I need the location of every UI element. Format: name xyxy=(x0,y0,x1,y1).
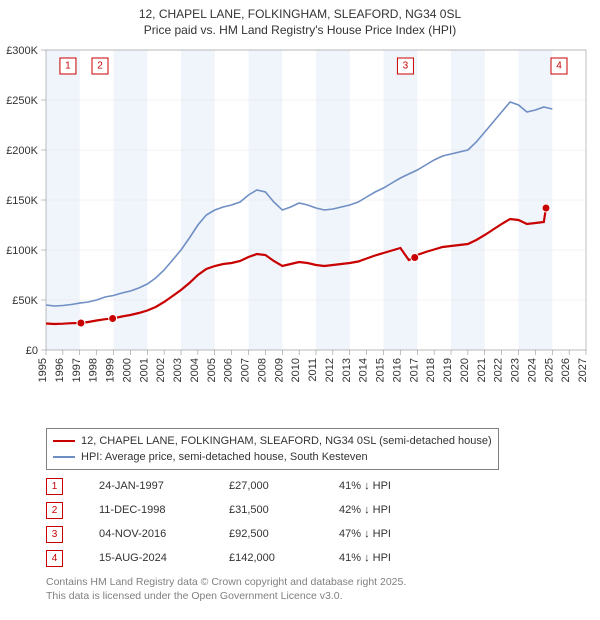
svg-text:2002: 2002 xyxy=(155,358,167,382)
svg-text:2024: 2024 xyxy=(526,358,538,382)
sale-marker-label-1: 1 xyxy=(65,61,71,72)
svg-text:2009: 2009 xyxy=(273,358,285,382)
sale-marker-ref: 2 xyxy=(46,502,63,519)
footnote-line1: Contains HM Land Registry data © Crown c… xyxy=(46,576,406,588)
sales-table-row: 4 15-AUG-2024£142,00041% ↓ HPI xyxy=(46,546,439,570)
sale-price: £27,000 xyxy=(229,480,339,492)
svg-text:1997: 1997 xyxy=(71,358,83,382)
title-line1: 12, CHAPEL LANE, FOLKINGHAM, SLEAFORD, N… xyxy=(139,7,461,21)
sales-table-row: 2 11-DEC-1998£31,50042% ↓ HPI xyxy=(46,498,439,522)
svg-text:£100K: £100K xyxy=(6,245,38,257)
title-line2: Price paid vs. HM Land Registry's House … xyxy=(144,23,456,37)
svg-text:£0: £0 xyxy=(26,345,38,357)
svg-text:2000: 2000 xyxy=(121,358,133,382)
y-axis: £0 £50K £100K £150K £200K £250K £300K xyxy=(6,45,46,357)
legend-swatch-hpi xyxy=(53,456,75,458)
svg-text:2020: 2020 xyxy=(459,358,471,382)
svg-text:2008: 2008 xyxy=(256,358,268,382)
sale-marker-ref: 3 xyxy=(46,526,63,543)
sale-point-4 xyxy=(542,204,550,212)
svg-text:£200K: £200K xyxy=(6,145,38,157)
price-chart: £0£50K£100K£150K£200K£250K£300K199519961… xyxy=(0,42,600,422)
svg-text:1996: 1996 xyxy=(54,358,66,382)
svg-text:£300K: £300K xyxy=(6,45,38,57)
svg-text:£250K: £250K xyxy=(6,95,38,107)
footnote-line2: This data is licensed under the Open Gov… xyxy=(46,590,343,602)
sale-hpi-diff: 47% ↓ HPI xyxy=(339,528,439,540)
svg-text:1999: 1999 xyxy=(105,358,117,382)
svg-text:2006: 2006 xyxy=(223,358,235,382)
sale-point-3 xyxy=(411,254,419,262)
sale-point-2 xyxy=(109,315,117,323)
svg-text:2015: 2015 xyxy=(375,358,387,382)
sale-price: £92,500 xyxy=(229,528,339,540)
svg-text:2007: 2007 xyxy=(240,358,252,382)
svg-text:2021: 2021 xyxy=(476,358,488,382)
svg-text:2025: 2025 xyxy=(543,358,555,382)
sale-marker-label-4: 4 xyxy=(556,61,562,72)
svg-text:£150K: £150K xyxy=(6,195,38,207)
sale-marker-ref: 4 xyxy=(46,550,63,567)
sale-price: £142,000 xyxy=(229,552,339,564)
svg-text:2016: 2016 xyxy=(391,358,403,382)
sale-marker-ref: 1 xyxy=(46,478,63,495)
legend-item-property: 12, CHAPEL LANE, FOLKINGHAM, SLEAFORD, N… xyxy=(53,433,492,449)
svg-text:2022: 2022 xyxy=(493,358,505,382)
svg-text:2013: 2013 xyxy=(341,358,353,382)
svg-text:1998: 1998 xyxy=(88,358,100,382)
sale-hpi-diff: 42% ↓ HPI xyxy=(339,504,439,516)
sale-marker-label-2: 2 xyxy=(97,61,103,72)
svg-text:2027: 2027 xyxy=(577,358,589,382)
svg-text:2017: 2017 xyxy=(408,358,420,382)
legend-swatch-property xyxy=(53,440,75,442)
sale-hpi-diff: 41% ↓ HPI xyxy=(339,480,439,492)
svg-text:1995: 1995 xyxy=(37,358,49,382)
sale-date: 24-JAN-1997 xyxy=(99,480,229,492)
sale-date: 04-NOV-2016 xyxy=(99,528,229,540)
legend-label-hpi: HPI: Average price, semi-detached house,… xyxy=(81,451,368,463)
svg-text:2012: 2012 xyxy=(324,358,336,382)
svg-text:2018: 2018 xyxy=(425,358,437,382)
sales-table-row: 3 04-NOV-2016£92,50047% ↓ HPI xyxy=(46,522,439,546)
chart-title: 12, CHAPEL LANE, FOLKINGHAM, SLEAFORD, N… xyxy=(0,0,600,38)
sale-marker-label-3: 3 xyxy=(403,61,409,72)
svg-text:2003: 2003 xyxy=(172,358,184,382)
sales-table: 124-JAN-1997£27,00041% ↓ HPI211-DEC-1998… xyxy=(46,474,439,570)
legend-item-hpi: HPI: Average price, semi-detached house,… xyxy=(53,449,492,465)
svg-text:2010: 2010 xyxy=(290,358,302,382)
svg-text:2004: 2004 xyxy=(189,358,201,382)
svg-text:2014: 2014 xyxy=(358,358,370,382)
legend-label-property: 12, CHAPEL LANE, FOLKINGHAM, SLEAFORD, N… xyxy=(81,435,492,447)
sales-table-row: 1 24-JAN-1997£27,00041% ↓ HPI xyxy=(46,474,439,498)
svg-text:2005: 2005 xyxy=(206,358,218,382)
sale-date: 15-AUG-2024 xyxy=(99,552,229,564)
svg-text:2023: 2023 xyxy=(510,358,522,382)
svg-text:£50K: £50K xyxy=(12,295,38,307)
sale-date: 11-DEC-1998 xyxy=(99,504,229,516)
sale-hpi-diff: 41% ↓ HPI xyxy=(339,552,439,564)
sale-point-1 xyxy=(77,319,85,327)
svg-text:2026: 2026 xyxy=(560,358,572,382)
x-axis: 1995 1996 1997 1998 1999 2000 2001 2002 2003 2004… xyxy=(37,350,589,382)
svg-text:2001: 2001 xyxy=(138,358,150,382)
footnote: Contains HM Land Registry data © Crown c… xyxy=(46,576,406,603)
svg-text:2019: 2019 xyxy=(442,358,454,382)
sale-price: £31,500 xyxy=(229,504,339,516)
svg-text:2011: 2011 xyxy=(307,358,319,382)
legend: 12, CHAPEL LANE, FOLKINGHAM, SLEAFORD, N… xyxy=(46,428,499,470)
